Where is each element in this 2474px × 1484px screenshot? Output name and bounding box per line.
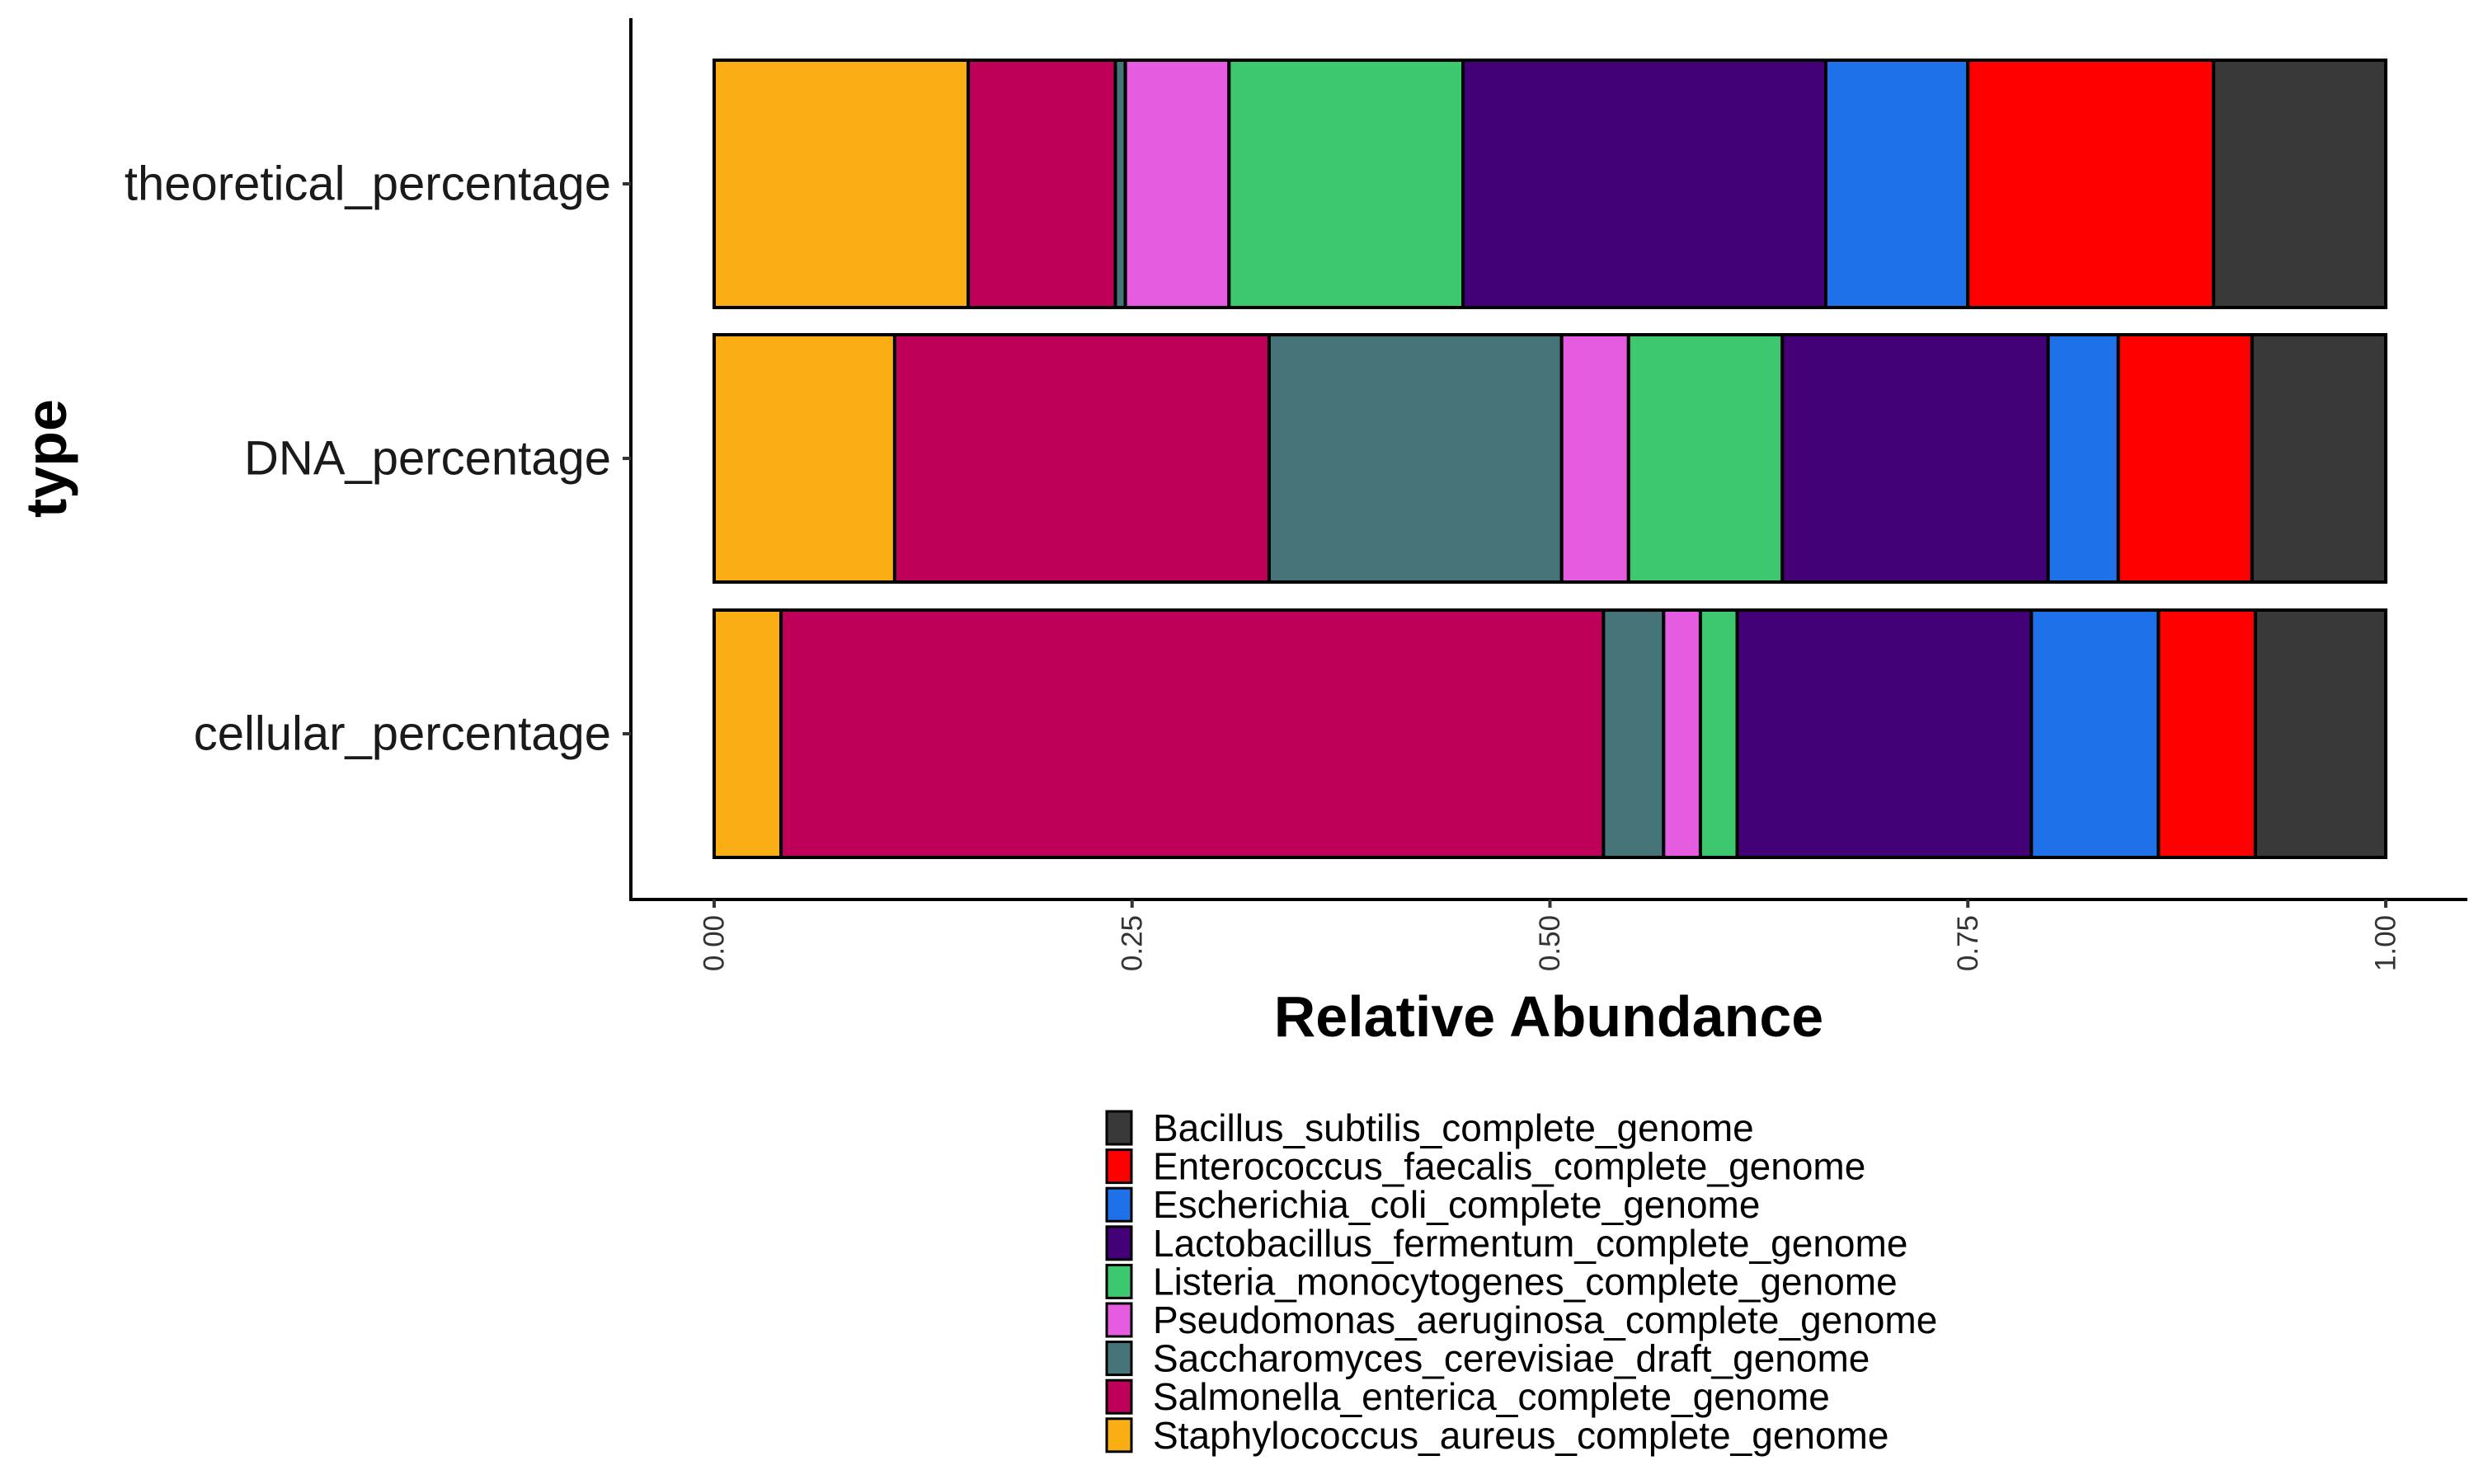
legend-swatch [1105,1110,1133,1146]
legend-label: Escherichia_coli_complete_genome [1153,1183,1760,1226]
bar-segment [2116,333,2254,584]
bar-segment [1267,333,1564,584]
legend-label: Enterococcus_faecalis_complete_genome [1153,1145,1865,1188]
bar-segment [2157,608,2257,859]
bar-segment [2030,608,2161,859]
legend-label: Bacillus_subtilis_complete_genome [1153,1106,1754,1149]
legend-swatch [1105,1148,1133,1185]
legend-label: Pseudomonas_aeruginosa_complete_genome [1153,1298,1937,1341]
bar-segment [1602,608,1666,859]
y-axis-title: type [14,399,78,518]
legend-swatch [1105,1263,1133,1299]
legend-swatch [1105,1225,1133,1261]
legend-swatch [1105,1378,1133,1415]
legend-label: Staphylococcus_aureus_complete_genome [1153,1414,1888,1457]
bar-segment [1626,333,1785,584]
bar-segment [1780,333,2050,584]
legend-swatch [1105,1186,1133,1223]
bars-layer [713,59,2388,859]
y-tick-label: DNA_percentage [244,432,611,486]
x-tick-label: 0.50 [1534,915,1566,971]
x-axis-ticks: 0.00 0.25 0.50 0.75 1.00 [698,899,2402,971]
legend: Bacillus_subtilis_complete_genomeEnteroc… [1105,1106,1937,1457]
bar-segment [1227,59,1465,309]
bar-segment [1461,59,1827,309]
bar-segment [713,333,896,584]
x-tick-label: 0.75 [1952,915,1984,971]
bar-segment [1735,608,2034,859]
legend-label: Saccharomyces_cerevisiae_draft_genome [1153,1337,1870,1380]
bar-segment [779,608,1606,859]
bar-segment [1559,333,1630,584]
bar-segment [1123,59,1231,309]
y-tick-label: cellular_percentage [194,707,611,761]
bar-segment [2046,333,2120,584]
bar-segment [713,59,971,309]
legend-label: Lactobacillus_fermentum_complete_genome [1153,1222,1907,1265]
y-tick-label: theoretical_percentage [125,157,611,211]
x-axis-title: Relative Abundance [1274,984,1823,1049]
bar-segment [1662,608,1702,859]
x-tick-label: 0.00 [698,915,731,971]
bar-segment [1698,608,1739,859]
x-tick-label: 0.25 [1116,915,1148,971]
legend-swatch [1105,1302,1133,1338]
legend-swatch [1105,1341,1133,1377]
legend-label: Salmonella_enterica_complete_genome [1153,1375,1830,1418]
bar-segment [2212,59,2387,309]
bar-segment [1966,59,2216,309]
y-axis-ticks: theoretical_percentage DNA_percentagecell… [125,157,631,761]
legend-swatch [1105,1417,1133,1453]
x-tick-label: 1.00 [2370,915,2402,971]
bar-segment [967,59,1117,309]
bar-segment [892,333,1271,584]
bar-segment [2253,608,2388,859]
legend-label: Listeria_monocytogenes_complete_genome [1153,1260,1898,1303]
bar-segment [2250,333,2388,584]
bar-segment [1823,59,1970,309]
bar-segment [713,608,783,859]
